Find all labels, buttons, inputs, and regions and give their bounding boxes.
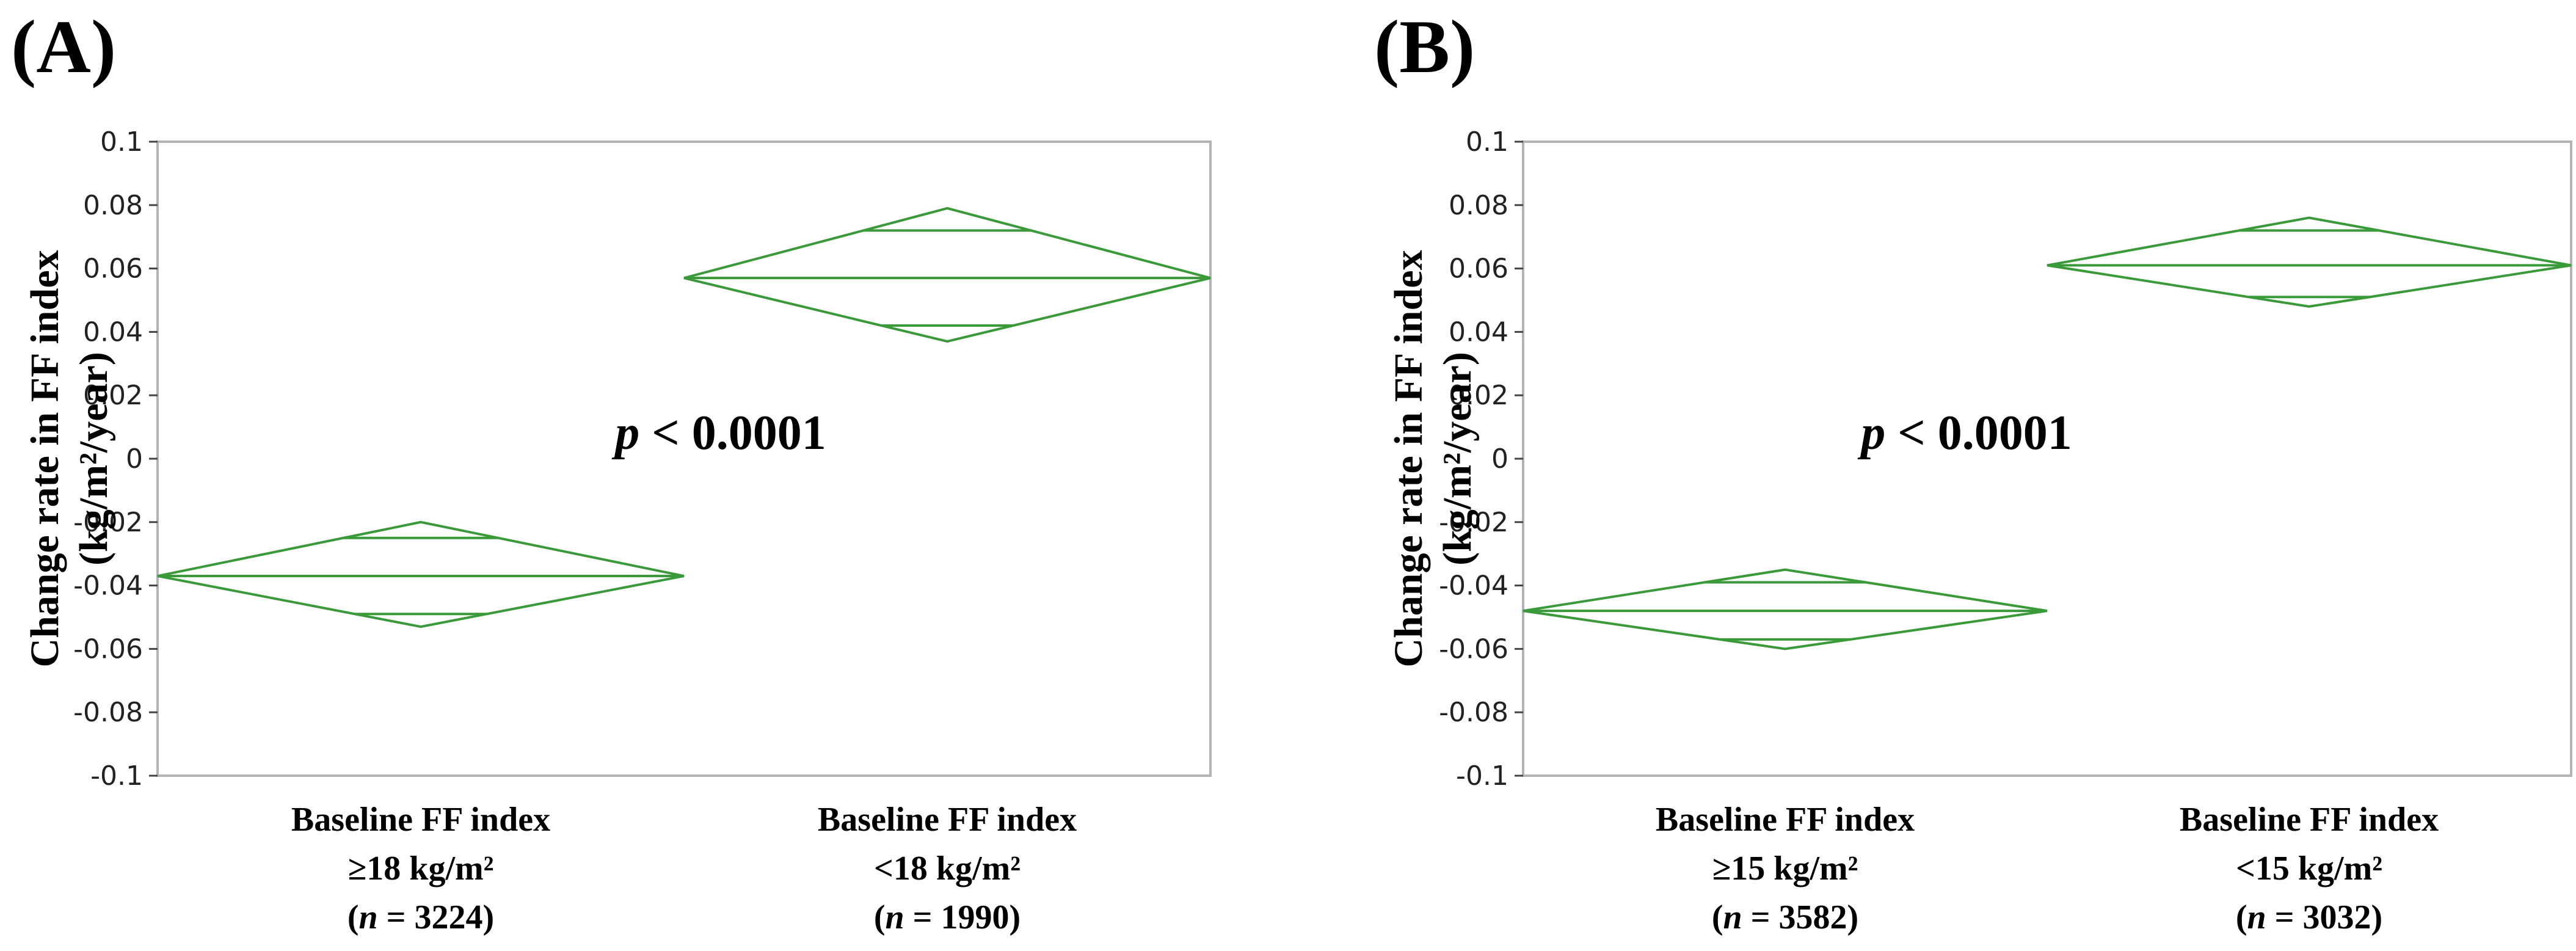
n-value: = 1990) — [904, 898, 1021, 936]
p-symbol: p — [611, 406, 639, 460]
y-tick-label: -0.02 — [1439, 507, 1508, 538]
x-category-label: Baseline FF index — [2180, 801, 2439, 839]
y-tick-label: 0.1 — [100, 126, 143, 158]
y-axis-label: Change rate in FF index — [23, 250, 67, 667]
diamond-group-1 — [157, 520, 685, 629]
n-open: ( — [347, 898, 359, 936]
y-tick-label: -0.02 — [73, 507, 143, 538]
x-category-n: (n = 3224) — [347, 898, 494, 936]
n-open: ( — [1712, 898, 1723, 936]
y-tick-label: -0.06 — [1439, 633, 1508, 665]
y-tick-label: 0.06 — [1449, 253, 1508, 285]
y-tick-label: 0.1 — [1466, 126, 1508, 158]
x-category-n: (n = 3582) — [1712, 898, 1858, 936]
p-value: < 0.0001 — [639, 406, 826, 460]
plot-frame — [156, 140, 1212, 777]
n-open: ( — [874, 898, 886, 936]
x-category-n: (n = 1990) — [874, 898, 1021, 936]
diamond-group-2 — [2047, 216, 2572, 308]
x-category-threshold: <15 kg/m² — [2236, 850, 2382, 887]
n-value: = 3224) — [378, 898, 495, 936]
n-symbol: n — [1723, 898, 1742, 936]
diamond-group-1 — [1523, 568, 2048, 650]
x-category-label: Baseline FF index — [1656, 801, 1915, 839]
y-tick-label: 0 — [1491, 443, 1508, 475]
y-tick-label: -0.1 — [1456, 760, 1508, 792]
y-tick-label: -0.04 — [1439, 570, 1508, 602]
y-tick-label: -0.08 — [73, 697, 143, 728]
p-symbol: p — [1857, 406, 1885, 460]
panel-label: (A) — [11, 5, 116, 89]
y-tick-label: -0.04 — [73, 570, 143, 602]
x-category-threshold: <18 kg/m² — [874, 850, 1021, 887]
n-open: ( — [2236, 898, 2247, 936]
y-tick-label: -0.06 — [73, 633, 143, 665]
y-tick-label: -0.1 — [90, 760, 143, 792]
n-symbol: n — [2247, 898, 2266, 936]
n-value: = 3582) — [1742, 898, 1859, 936]
p-value-annotation: p < 0.0001 — [611, 406, 826, 460]
y-tick-label: 0.06 — [83, 253, 143, 285]
p-value: < 0.0001 — [1885, 406, 2072, 460]
n-symbol: n — [885, 898, 904, 936]
y-axis-label: Change rate in FF index — [1386, 250, 1431, 667]
y-axis-unit-label: (kg/m²/year) — [71, 352, 116, 566]
panel-a: (A) 0.1 0.08 0.06 0.04 0.02 0 -0.02 -0.04 -0.06 -0… — [11, 5, 1212, 936]
x-category-threshold: ≥18 kg/m² — [348, 850, 494, 887]
y-tick-label: 0.02 — [1449, 380, 1508, 411]
y-tick-label: 0.08 — [1449, 190, 1508, 221]
plot-frame — [1522, 140, 2572, 777]
x-category-label: Baseline FF index — [818, 801, 1077, 839]
panel-b: (B) 0.1 0.08 0.06 0.04 0.02 0 -0.02 -0.04 -0.06 -0… — [1374, 5, 2572, 936]
y-axis-unit-label: (kg/m²/year) — [1435, 352, 1480, 566]
y-tick-label: 0.04 — [83, 316, 143, 348]
y-tick-label: 0.04 — [1449, 316, 1508, 348]
n-value: = 3032) — [2266, 898, 2383, 936]
n-symbol: n — [358, 898, 377, 936]
panel-label: (B) — [1374, 5, 1475, 89]
x-category-n: (n = 3032) — [2236, 898, 2382, 936]
y-tick-label: 0 — [126, 443, 143, 475]
y-tick-label: 0.02 — [83, 380, 143, 411]
x-category-label: Baseline FF index — [291, 801, 550, 839]
x-category-threshold: ≥15 kg/m² — [1712, 850, 1858, 887]
y-tick-label: -0.08 — [1439, 697, 1508, 728]
p-value-annotation: p < 0.0001 — [1857, 406, 2072, 460]
diamond-group-2 — [683, 206, 1211, 343]
y-tick-label: 0.08 — [83, 190, 143, 221]
